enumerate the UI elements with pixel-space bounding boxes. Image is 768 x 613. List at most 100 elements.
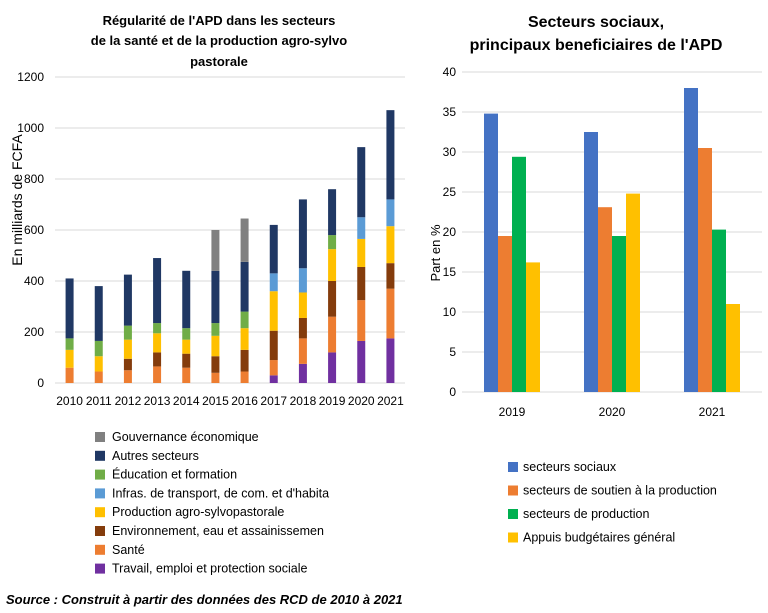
- bar-secteurs-sociaux: [584, 132, 598, 392]
- y-tick-label: 1000: [17, 121, 44, 135]
- legend-swatch: [508, 509, 518, 519]
- bar-segment-education-et-formation: [182, 328, 191, 340]
- bar-segment-environnement-eau-et-assainissemen: [211, 356, 220, 373]
- bar-segment-sante: [153, 366, 162, 383]
- bar-segment-education-et-formation: [240, 311, 249, 329]
- bar-segment-education-et-formation: [94, 340, 103, 357]
- x-tick-label: 2020: [348, 394, 375, 408]
- bar-segment-environnement-eau-et-assainissemen: [386, 263, 395, 289]
- stacked-bar-chart-apd-regularity: Régularité de l'APD dans les secteurs de …: [9, 13, 405, 576]
- x-tick-label: 2012: [115, 394, 142, 408]
- bar-segment-autres-secteurs: [182, 270, 191, 329]
- bar-segment-environnement-eau-et-assainissemen: [357, 266, 366, 301]
- bar-segment-autres-secteurs: [65, 278, 74, 339]
- bar-segment-production-agro-sylvopastorale: [357, 238, 366, 267]
- bar-segment-autres-secteurs: [357, 147, 366, 218]
- bar-segment-environnement-eau-et-assainissemen: [182, 353, 191, 368]
- y-axis-label: Part en %: [430, 224, 443, 282]
- legend-swatch: [95, 526, 105, 536]
- legend-label: Gouvernance économique: [112, 430, 259, 444]
- x-tick-label: 2016: [231, 394, 258, 408]
- legend-label: Santé: [112, 543, 145, 557]
- x-tick-label: 2015: [202, 394, 229, 408]
- bar-segment-environnement-eau-et-assainissemen: [298, 317, 307, 339]
- bar-segment-autres-secteurs: [123, 274, 132, 326]
- bar-segment-production-agro-sylvopastorale: [182, 339, 191, 354]
- bar-segment-autres-secteurs: [94, 286, 103, 341]
- bar-segment-travail-emploi-et-protection-sociale: [328, 352, 337, 383]
- bar-segment-production-agro-sylvopastorale: [298, 292, 307, 318]
- bar-segment-production-agro-sylvopastorale: [123, 339, 132, 359]
- legend-label: secteurs de soutien à la production: [523, 484, 717, 498]
- x-tick-label: 2018: [290, 394, 317, 408]
- bar-secteurs-de-production: [512, 156, 526, 392]
- bar-secteurs-sociaux: [484, 113, 498, 392]
- bar-segment-sante: [65, 367, 74, 383]
- bar-segment-gouvernance-economique: [240, 218, 249, 262]
- x-tick-label: 2017: [260, 394, 287, 408]
- x-tick-label: 2011: [86, 394, 112, 408]
- bar-segment-infras-de-transport-de-com-et-d-habita: [269, 273, 278, 292]
- bar-segment-travail-emploi-et-protection-sociale: [357, 340, 366, 383]
- y-tick-label: 30: [443, 145, 457, 159]
- y-tick-label: 5: [449, 345, 456, 359]
- bar-appuis-budgetaires-general: [626, 193, 640, 392]
- legend-swatch: [508, 532, 518, 543]
- bar-secteurs-de-soutien-a-la-production: [498, 236, 512, 392]
- legend-swatch: [508, 462, 518, 472]
- chart-title-line: Régularité de l'APD dans les secteurs: [103, 13, 336, 28]
- bar-segment-sante: [328, 316, 337, 353]
- bar-segment-infras-de-transport-de-com-et-d-habita: [357, 217, 366, 239]
- bar-secteurs-de-soutien-a-la-production: [598, 207, 612, 392]
- bar-segment-sante: [357, 300, 366, 341]
- bar-segment-travail-emploi-et-protection-sociale: [386, 338, 395, 383]
- bar-secteurs-de-production: [612, 236, 626, 392]
- legend-label: Travail, emploi et protection sociale: [112, 562, 308, 576]
- chart-title-line: pastorale: [190, 54, 248, 69]
- legend-label: secteurs de production: [523, 507, 650, 521]
- legend-label: Autres secteurs: [112, 449, 199, 463]
- bar-segment-environnement-eau-et-assainissemen: [269, 330, 278, 361]
- bar-segment-sante: [386, 288, 395, 339]
- y-axis-label: En milliards de FCFA: [9, 134, 25, 266]
- bar-segment-environnement-eau-et-assainissemen: [153, 352, 162, 367]
- bar-segment-autres-secteurs: [298, 199, 307, 269]
- legend-label: Production agro-sylvopastorale: [112, 505, 284, 519]
- y-tick-label: 35: [443, 105, 457, 119]
- bar-segment-production-agro-sylvopastorale: [240, 328, 249, 350]
- bar-segment-travail-emploi-et-protection-sociale: [298, 363, 307, 383]
- bar-segment-education-et-formation: [211, 323, 220, 336]
- bar-segment-infras-de-transport-de-com-et-d-habita: [386, 199, 395, 227]
- y-tick-label: 15: [443, 265, 457, 279]
- bar-appuis-budgetaires-general: [526, 262, 540, 392]
- legend-swatch: [508, 485, 518, 496]
- x-tick-label: 2014: [173, 394, 200, 408]
- legend-label: Environnement, eau et assainissemen: [112, 524, 324, 538]
- legend-swatch: [95, 563, 105, 574]
- bar-segment-infras-de-transport-de-com-et-d-habita: [298, 268, 307, 293]
- bar-segment-autres-secteurs: [211, 270, 220, 324]
- bar-segment-sante: [94, 371, 103, 383]
- y-tick-label: 0: [449, 385, 456, 399]
- bar-segment-production-agro-sylvopastorale: [211, 335, 220, 357]
- bar-segment-production-agro-sylvopastorale: [65, 349, 74, 368]
- bar-segment-gouvernance-economique: [211, 230, 220, 271]
- legend-label: Infras. de transport, de com. et d'habit…: [112, 486, 329, 500]
- bar-segment-environnement-eau-et-assainissemen: [123, 358, 132, 371]
- bar-segment-production-agro-sylvopastorale: [328, 249, 337, 281]
- x-tick-label: 2019: [499, 405, 526, 419]
- bar-segment-production-agro-sylvopastorale: [94, 356, 103, 372]
- legend-swatch: [95, 469, 105, 480]
- bar-secteurs-de-soutien-a-la-production: [698, 148, 712, 392]
- x-tick-label: 2019: [319, 394, 346, 408]
- bar-segment-sante: [269, 360, 278, 376]
- bar-segment-travail-emploi-et-protection-sociale: [269, 375, 278, 383]
- bar-segment-education-et-formation: [65, 338, 74, 350]
- bar-segment-production-agro-sylvopastorale: [153, 333, 162, 353]
- bar-segment-autres-secteurs: [269, 224, 278, 274]
- bar-segment-autres-secteurs: [240, 261, 249, 312]
- x-tick-label: 2013: [144, 394, 171, 408]
- y-tick-label: 20: [443, 225, 457, 239]
- bar-segment-sante: [298, 338, 307, 364]
